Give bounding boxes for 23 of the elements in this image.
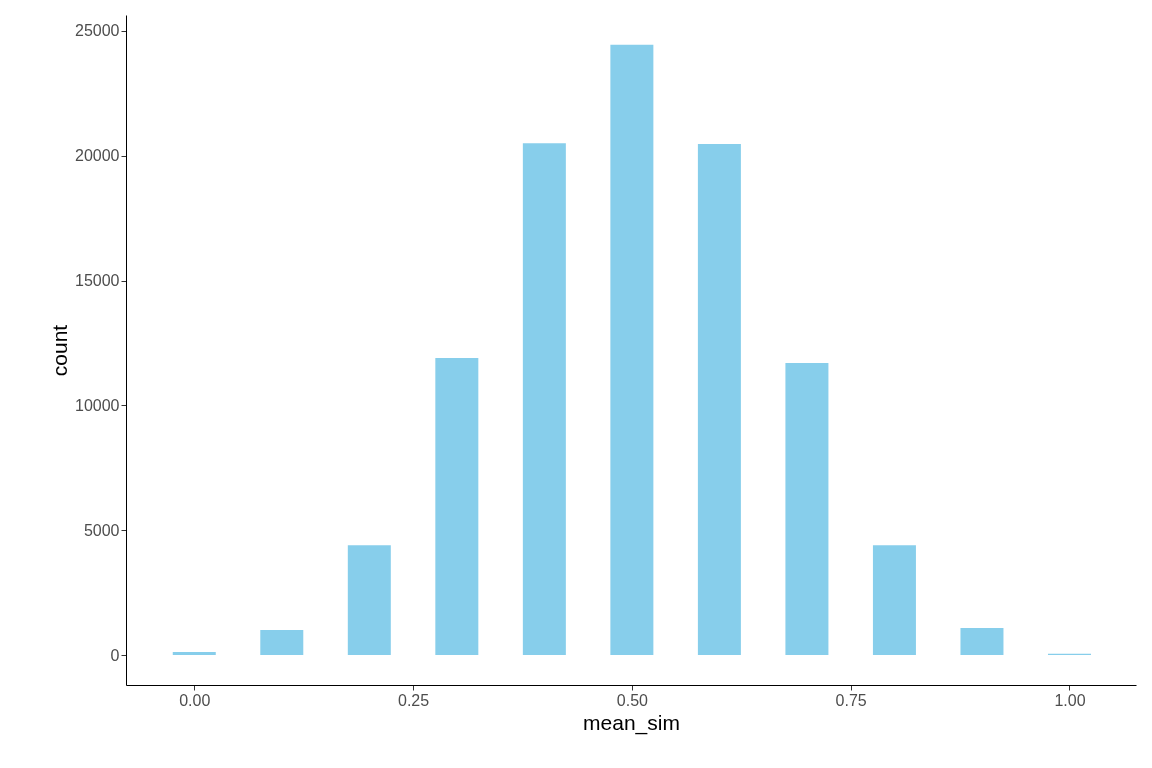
- bar: [697, 144, 741, 656]
- x-tick-label: 0.00: [179, 691, 211, 709]
- bar: [872, 545, 916, 656]
- y-tick-label: 25000: [75, 22, 120, 40]
- y-tick-label: 20000: [75, 147, 120, 165]
- bar: [960, 628, 1004, 656]
- x-axis-title: mean_sim: [583, 710, 680, 735]
- y-tick-label: 0: [110, 646, 120, 664]
- bar: [347, 545, 391, 656]
- y-tick-label: 15000: [75, 272, 120, 290]
- bar: [785, 362, 829, 656]
- x-tick-label: 1.00: [1054, 691, 1086, 709]
- bar: [522, 143, 566, 656]
- x-tick-label: 0.50: [616, 691, 649, 709]
- y-axis-title: count: [48, 324, 72, 377]
- y-tick-label: 5000: [83, 521, 120, 539]
- bar: [435, 357, 479, 656]
- x-tick-label: 0.25: [398, 691, 430, 709]
- y-tick-label: 10000: [75, 396, 120, 414]
- x-tick-label: 0.75: [835, 691, 867, 709]
- bar: [260, 630, 304, 656]
- bar: [610, 44, 654, 656]
- bar: [172, 652, 216, 656]
